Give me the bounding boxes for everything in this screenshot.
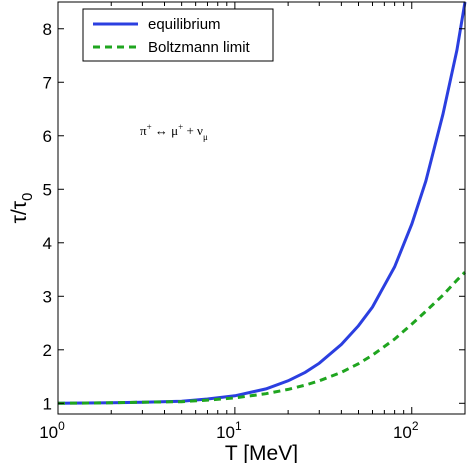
x-tick-label: 100 xyxy=(39,419,65,442)
y-tick-label: 4 xyxy=(43,234,52,253)
labels-layer: 1 2 3 4 5 6 7 8 100 101 102 xyxy=(39,20,419,442)
y-tick-label: 2 xyxy=(43,341,52,360)
annotation-part: μ xyxy=(203,132,208,142)
x-tick-label: 101 xyxy=(216,419,242,442)
series-layer xyxy=(57,1,467,405)
legend-label-equilibrium: equilibrium xyxy=(148,16,221,33)
legend: equilibrium Boltzmann limit xyxy=(82,8,274,62)
ticks-layer xyxy=(57,2,466,414)
y-tick-label: 7 xyxy=(43,73,52,92)
y-tick-label: 8 xyxy=(43,20,52,39)
plot-frame xyxy=(57,1,466,415)
x-tick-label: 102 xyxy=(393,419,419,442)
annotation-part: + xyxy=(147,122,152,132)
annotation-part: π xyxy=(140,123,147,138)
series-line-equilibrium xyxy=(57,1,467,405)
x-axis-label: T [MeV] xyxy=(225,442,298,463)
reaction-annotation: π+ ↔ μ+ + νμ xyxy=(140,122,208,142)
y-tick-label: 6 xyxy=(43,127,52,146)
y-tick-label: 3 xyxy=(43,287,52,306)
y-tick-label: 1 xyxy=(43,394,52,413)
legend-box xyxy=(82,8,274,62)
annotation-part: ↔ μ xyxy=(152,123,179,138)
y-axis-label-sub: 0 xyxy=(19,193,36,201)
y-axis-label-main: τ/τ xyxy=(8,200,31,223)
annotation-part: + xyxy=(178,122,183,132)
annotation-part: + ν xyxy=(183,123,203,138)
y-tick-label: 5 xyxy=(43,180,52,199)
y-axis-label: τ/τ0 xyxy=(8,193,36,224)
legend-label-boltzmann: Boltzmann limit xyxy=(148,39,251,56)
series-line-boltzmann-limit xyxy=(57,271,467,405)
